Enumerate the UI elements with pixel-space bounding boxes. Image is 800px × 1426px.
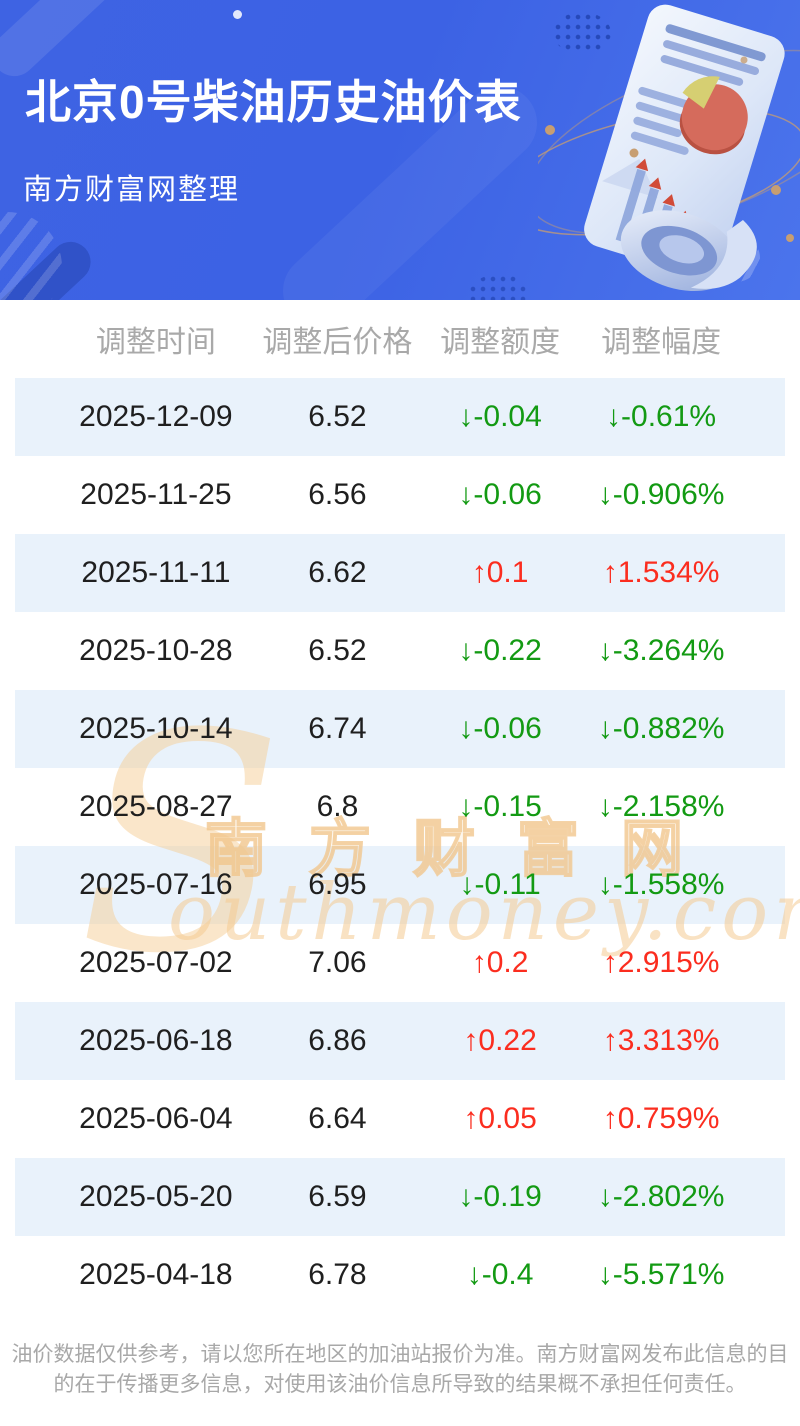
- table-row: 2025-07-02 7.06 ↑0.2 ↑2.915%: [0, 924, 800, 1002]
- table-row: 2025-06-18 6.86 ↑0.22 ↑3.313%: [0, 1002, 800, 1080]
- cell-pct: ↓-5.571%: [597, 1258, 725, 1291]
- dot-decoration: [233, 10, 242, 19]
- cell-date: 2025-07-16: [79, 868, 233, 901]
- cell-amount: ↓-0.11: [459, 868, 541, 901]
- cell-price: 6.8: [316, 790, 359, 823]
- cell-price: 6.52: [308, 400, 367, 433]
- cell-price: 6.52: [308, 634, 367, 667]
- cell-pct: ↑2.915%: [602, 946, 720, 979]
- cell-price: 6.95: [308, 868, 367, 901]
- cell-pct: ↑3.313%: [602, 1024, 720, 1057]
- cell-date: 2025-10-14: [79, 712, 233, 745]
- page-title: 北京0号柴油历史油价表: [25, 76, 522, 128]
- cell-amount: ↓-0.19: [458, 1180, 542, 1213]
- cell-pct: ↓-0.882%: [597, 712, 725, 745]
- dotted-circle-decoration: [468, 274, 530, 300]
- banner: 北京0号柴油历史油价表 南方财富网整理: [0, 0, 800, 300]
- cell-price: 6.64: [308, 1102, 367, 1135]
- col-header-date: 调整时间: [95, 326, 216, 359]
- cell-pct: ↓-2.802%: [597, 1180, 725, 1213]
- table-body: 2025-12-09 6.52 ↓-0.04 ↓-0.61% 2025-11-2…: [0, 378, 800, 1314]
- cell-pct: ↓-2.158%: [597, 790, 725, 823]
- cell-price: 6.78: [308, 1258, 367, 1291]
- cell-pct: ↑0.759%: [602, 1102, 720, 1135]
- table-row: 2025-10-14 6.74 ↓-0.06 ↓-0.882%: [0, 690, 800, 768]
- table-row: 2025-07-16 6.95 ↓-0.11 ↓-1.558%: [0, 846, 800, 924]
- cell-price: 7.06: [308, 946, 367, 979]
- cell-price: 6.62: [308, 556, 367, 589]
- cell-amount: ↑0.1: [471, 556, 529, 589]
- table-row: 2025-08-27 6.8 ↓-0.15 ↓-2.158%: [0, 768, 800, 846]
- cell-amount: ↑0.2: [471, 946, 529, 979]
- col-header-price: 调整后价格: [262, 326, 413, 359]
- cell-amount: ↓-0.06: [458, 712, 542, 745]
- cell-price: 6.59: [308, 1180, 367, 1213]
- price-table: S 南方财富网 outhmoney.com 调整时间 调整后价格 调整额度 调整…: [0, 300, 800, 1314]
- cell-amount: ↓-0.15: [458, 790, 542, 823]
- cell-price: 6.74: [308, 712, 367, 745]
- cell-date: 2025-07-02: [79, 946, 233, 979]
- cell-amount: ↓-0.06: [458, 478, 542, 511]
- cell-amount: ↓-0.04: [458, 400, 542, 433]
- striped-circle-decoration: [0, 212, 62, 300]
- cell-date: 2025-10-28: [79, 634, 233, 667]
- cell-amount: ↓-0.4: [466, 1258, 534, 1291]
- table-row: 2025-04-18 6.78 ↓-0.4 ↓-5.571%: [0, 1236, 800, 1314]
- col-header-pct: 调整幅度: [601, 326, 722, 359]
- table-header-row: 调整时间 调整后价格 调整额度 调整幅度: [0, 300, 800, 378]
- cell-pct: ↓-0.61%: [606, 400, 717, 433]
- table-row: 2025-11-25 6.56 ↓-0.06 ↓-0.906%: [0, 456, 800, 534]
- cell-date: 2025-05-20: [79, 1180, 233, 1213]
- table-row: 2025-11-11 6.62 ↑0.1 ↑1.534%: [0, 534, 800, 612]
- table-row: 2025-06-04 6.64 ↑0.05 ↑0.759%: [0, 1080, 800, 1158]
- page-subtitle: 南方财富网整理: [23, 174, 241, 206]
- cell-pct: ↓-0.906%: [597, 478, 725, 511]
- cell-pct: ↓-3.264%: [597, 634, 725, 667]
- cell-amount: ↑0.22: [463, 1024, 537, 1057]
- table-row: 2025-10-28 6.52 ↓-0.22 ↓-3.264%: [0, 612, 800, 690]
- table-row: 2025-12-09 6.52 ↓-0.04 ↓-0.61%: [0, 378, 800, 456]
- table-row: 2025-05-20 6.59 ↓-0.19 ↓-2.802%: [0, 1158, 800, 1236]
- cell-amount: ↑0.05: [463, 1102, 537, 1135]
- cell-date: 2025-12-09: [79, 400, 233, 433]
- cell-date: 2025-11-25: [80, 478, 232, 511]
- cell-pct: ↓-1.558%: [597, 868, 725, 901]
- banner-capsule-decoration: [0, 233, 99, 300]
- cell-date: 2025-06-18: [79, 1024, 233, 1057]
- cell-date: 2025-04-18: [79, 1258, 233, 1291]
- cell-pct: ↑1.534%: [602, 556, 720, 589]
- cell-date: 2025-06-04: [79, 1102, 233, 1135]
- col-header-amount: 调整额度: [440, 326, 561, 359]
- cell-date: 2025-08-27: [79, 790, 233, 823]
- cell-price: 6.86: [308, 1024, 367, 1057]
- cell-date: 2025-11-11: [81, 556, 231, 589]
- cell-price: 6.56: [308, 478, 367, 511]
- disclaimer-text: 油价数据仅供参考，请以您所在地区的加油站报价为准。南方财富网发布此信息的目的在于…: [11, 1343, 789, 1397]
- cell-amount: ↓-0.22: [458, 634, 542, 667]
- document-chart-illustration: [538, 4, 800, 292]
